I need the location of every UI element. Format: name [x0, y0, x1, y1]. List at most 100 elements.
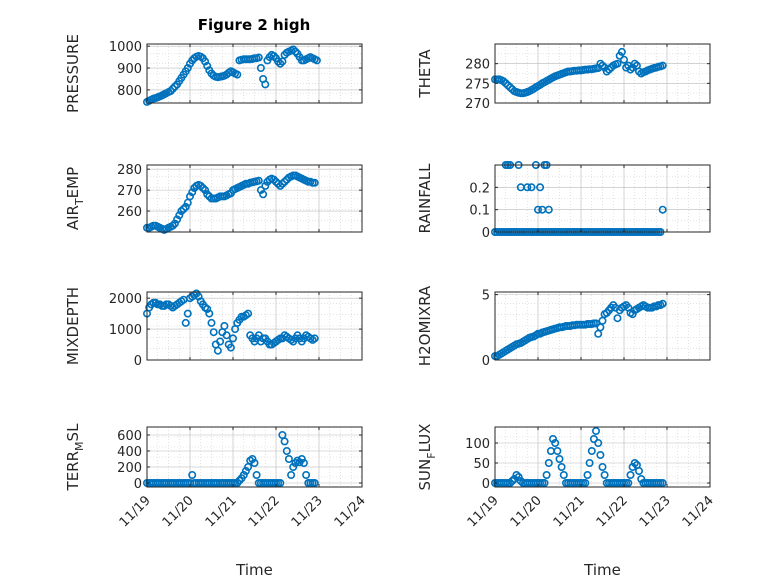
data-point [201, 57, 210, 66]
data-point [630, 59, 639, 68]
data-point [276, 59, 285, 68]
data-point [186, 192, 195, 201]
data-point [634, 466, 643, 475]
data-point [600, 470, 609, 479]
data-point [628, 63, 637, 72]
y-tick-label: 800 [117, 84, 142, 99]
data-point [613, 314, 622, 323]
data-point [544, 458, 553, 467]
data-point [248, 454, 257, 463]
y-tick-label: 200 [117, 461, 142, 476]
y-tick-label: 275 [465, 77, 490, 92]
y-tick-label: 2000 [109, 292, 142, 307]
series-theta [490, 47, 667, 98]
data-point [254, 53, 263, 62]
y-tick-label: 50 [473, 457, 490, 472]
data-point [183, 309, 192, 318]
series-sun_flux [490, 426, 667, 487]
data-point [619, 55, 628, 64]
data-point [312, 56, 321, 65]
y-tick-label: 5 [482, 289, 490, 304]
data-point [299, 458, 308, 467]
data-point [658, 205, 667, 214]
x-axis-label: Time [235, 561, 273, 579]
data-point [205, 309, 214, 318]
data-point [617, 47, 626, 56]
data-point [585, 458, 594, 467]
data-point [310, 334, 319, 343]
y-axis-label: H2OMIXRA [416, 285, 434, 366]
y-axis-label: THETA [416, 49, 434, 99]
axes-theta: 270 275 280 THETA [416, 43, 711, 112]
y-tick-label: 0 [134, 354, 142, 369]
data-point [628, 310, 637, 319]
data-point [233, 70, 242, 79]
data-point [170, 219, 179, 228]
axes-mixdepth: 0 1000 2000 MIXDEPTH [64, 287, 363, 369]
data-point [302, 470, 311, 479]
data-point [179, 205, 188, 214]
y-tick-label: 100 [465, 437, 490, 452]
data-point [222, 331, 231, 340]
data-point [542, 470, 551, 479]
data-point [658, 61, 667, 70]
data-point [181, 318, 190, 327]
y-tick-label: 1000 [109, 323, 142, 338]
data-point [188, 470, 197, 479]
axes-box [146, 43, 363, 104]
data-point [533, 205, 542, 214]
data-point [289, 45, 298, 54]
series-terr_msl [143, 430, 319, 487]
y-tick-label: 0.2 [469, 181, 490, 196]
data-point [250, 458, 259, 467]
y-tick-label: 0 [482, 477, 490, 492]
data-point [527, 183, 536, 192]
series-h2omixra [490, 299, 667, 361]
data-point [287, 470, 296, 479]
data-point [261, 80, 270, 89]
data-point [589, 434, 598, 443]
axes-box [146, 164, 363, 233]
data-point [274, 57, 283, 66]
data-point [256, 186, 265, 195]
data-point [188, 188, 197, 197]
y-tick-label: 0.1 [469, 204, 490, 219]
data-point [239, 470, 248, 479]
data-point [196, 181, 205, 190]
data-point [177, 207, 186, 216]
axes-box [494, 164, 711, 233]
data-point [594, 438, 603, 447]
data-point [583, 470, 592, 479]
data-point [261, 181, 270, 190]
data-point [170, 82, 179, 91]
y-tick-label: 280 [117, 163, 142, 178]
data-point [207, 318, 216, 327]
data-point [615, 51, 624, 60]
data-point [523, 183, 532, 192]
data-point [587, 446, 596, 455]
data-point [175, 211, 184, 220]
data-point [598, 462, 607, 471]
data-point [276, 181, 285, 190]
data-point [626, 470, 635, 479]
series-mixdepth [143, 289, 319, 355]
data-point [613, 59, 622, 68]
data-point [297, 454, 306, 463]
data-point [581, 478, 590, 487]
data-point [198, 184, 207, 193]
figure-title: Figure 2 high [198, 16, 311, 34]
data-point [166, 87, 175, 96]
y-tick-label: 270 [117, 184, 142, 199]
data-point [183, 64, 192, 73]
data-point [241, 466, 250, 475]
y-axis-label: AIRTEMP [64, 167, 86, 230]
y-tick-label: 0 [482, 354, 490, 369]
axes-air_temp: 260 270 280 AIRTEMP [64, 163, 363, 234]
data-point [310, 178, 319, 187]
data-point [624, 478, 633, 487]
axes-box [494, 426, 711, 488]
data-point [291, 47, 300, 56]
data-point [216, 337, 225, 346]
data-point [604, 65, 613, 74]
